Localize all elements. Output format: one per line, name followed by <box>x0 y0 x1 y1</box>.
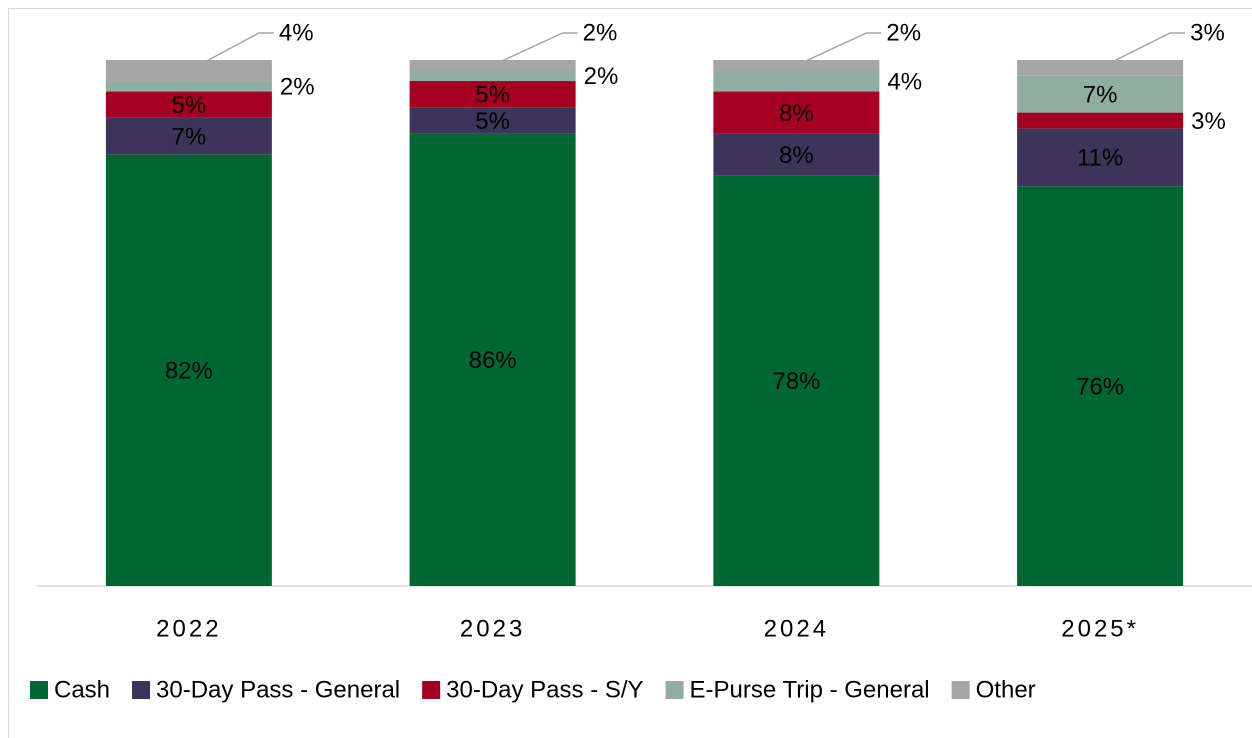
bar-segment <box>409 81 576 108</box>
data-label: 3% <box>1190 19 1225 46</box>
data-label: 86% <box>469 347 517 374</box>
bar-segment <box>409 133 576 586</box>
data-label: 7% <box>1083 82 1118 109</box>
data-label: 2% <box>280 74 315 101</box>
data-label: 5% <box>172 92 207 119</box>
leader-line <box>1099 32 1186 69</box>
data-label: 2% <box>584 63 619 90</box>
bar-segment <box>713 133 880 176</box>
leader-line <box>492 32 578 66</box>
chart-border <box>8 8 1252 738</box>
data-label: 5% <box>475 108 510 135</box>
data-label: 7% <box>172 124 207 151</box>
legend-swatch <box>132 681 151 699</box>
data-label: 76% <box>1076 373 1124 400</box>
bar-segment <box>105 60 272 82</box>
data-label: 4% <box>279 19 314 46</box>
legend-label: 30-Day Pass - S/Y <box>446 676 643 703</box>
legend-label: Cash <box>54 676 110 703</box>
bar-segment <box>105 91 272 118</box>
data-label: 2% <box>886 19 921 46</box>
data-label: 3% <box>1191 108 1226 135</box>
bar-segment <box>713 175 880 586</box>
leader-line <box>188 32 274 72</box>
data-label: 82% <box>165 358 213 385</box>
x-tick-label: 2023 <box>460 615 525 642</box>
data-label: 5% <box>475 82 510 109</box>
x-tick-label: 2025* <box>1061 615 1139 642</box>
bar-segment <box>105 81 272 92</box>
x-tick-label: 2022 <box>156 615 221 642</box>
bar-segment <box>105 117 272 155</box>
data-label: 11% <box>1077 145 1123 172</box>
legend-swatch <box>30 681 48 699</box>
bar-segment <box>713 70 880 92</box>
data-label: 8% <box>779 142 814 169</box>
bar-segment <box>713 91 880 134</box>
legend-swatch <box>422 681 441 699</box>
legend-label: 30-Day Pass - General <box>156 676 400 703</box>
leader-line <box>796 32 882 66</box>
legend-swatch <box>951 681 970 699</box>
legend-label: Other <box>976 676 1036 703</box>
legend-swatch <box>665 681 684 699</box>
bar-segment <box>105 154 272 586</box>
bar-segment <box>1017 75 1184 113</box>
data-label: 78% <box>772 368 820 395</box>
bar-segment <box>409 70 576 82</box>
data-label: 2% <box>583 19 618 46</box>
legend-label: E-Purse Trip - General <box>690 676 930 703</box>
data-label: 4% <box>887 68 922 95</box>
bar-segment <box>1017 112 1184 129</box>
bar-segment <box>1017 128 1184 187</box>
bar-segment <box>409 107 576 134</box>
x-tick-label: 2024 <box>764 615 829 642</box>
bar-segment <box>1017 186 1184 587</box>
data-label: 8% <box>779 100 814 127</box>
